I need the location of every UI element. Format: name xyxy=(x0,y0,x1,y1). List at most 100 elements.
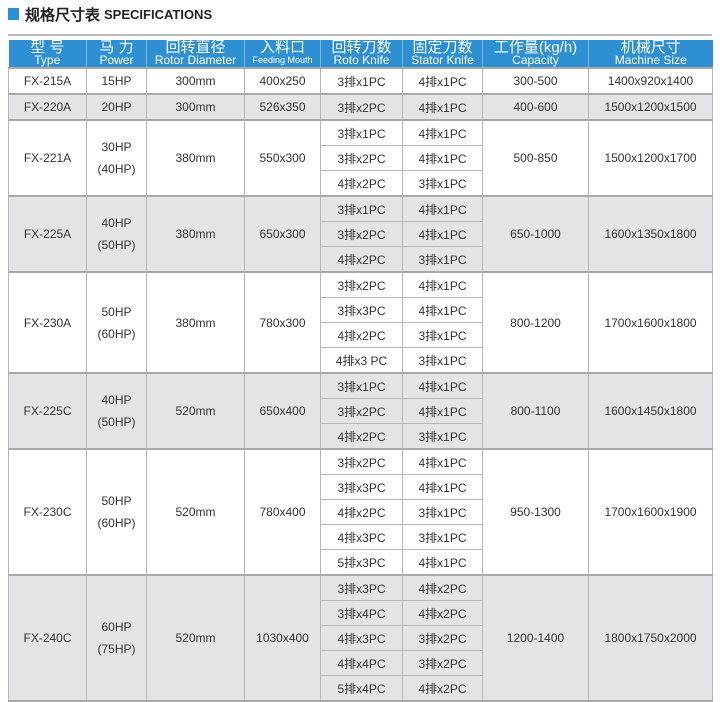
header-feeding-mouth: 入料口 Feeding Mouth xyxy=(244,38,321,68)
header-en: Rotor Diameter xyxy=(154,52,237,67)
header-row: 型 号 Type 马 力 Power 回转直径 Rotor Diameter 入料口 Feed… xyxy=(8,38,713,68)
roto-knife-cell: 3排x4PC xyxy=(320,600,403,626)
header-type: 型 号 Type xyxy=(8,38,87,68)
roto-knife-cell: 4排x2PC xyxy=(320,170,403,197)
header-cn: 马 力 xyxy=(99,38,134,56)
table-row: 4排x4PC 3排x2PC xyxy=(9,650,713,676)
header-machine-size: 机械尺寸 Machine Size xyxy=(588,38,713,68)
roto-knife-cell: 5排x3PC xyxy=(320,549,403,576)
feeding-mouth-cell: 780x400 xyxy=(244,448,321,576)
power-cell: 30HP (40HP) xyxy=(86,119,147,197)
roto-knife-cell: 4排x3 PC xyxy=(320,347,403,374)
roto-knife-cell: 3排x2PC xyxy=(320,221,403,247)
roto-knife-cell: 3排x1PC xyxy=(320,372,403,399)
stator-knife-cell: 4排x1PC xyxy=(402,67,483,95)
type-cell: FX-221A xyxy=(8,119,87,197)
roto-knife-cell: 4排x2PC xyxy=(320,246,403,273)
power-value: (50HP) xyxy=(97,415,136,429)
power-value: 50HP xyxy=(101,494,132,508)
roto-knife-cell: 3排x3PC xyxy=(320,474,403,500)
capacity-cell: 950-1300 xyxy=(482,448,589,576)
table-row: FX-225A 40HP (50HP) 380mm 650x300 3排x1PC 4排x1P… xyxy=(8,195,713,273)
rotor-diameter-cell: 300mm xyxy=(146,93,245,121)
table-row: 5排x3PC 4排x1PC xyxy=(9,549,713,576)
table-row: 3排x4PC 4排x2PC xyxy=(9,600,713,626)
table-row: FX-215A 15HP 300mm 400x250 3排x1PC 4排x1PC 300-5… xyxy=(8,67,713,95)
power-value: (50HP) xyxy=(97,238,136,252)
header-cn: 固定刀数 xyxy=(412,38,473,56)
header-cn: 机械尺寸 xyxy=(620,38,681,56)
section-title: 规格尺寸表 SPECIFICATIONS xyxy=(8,5,212,24)
feeding-mouth-cell: 650x400 xyxy=(244,372,321,450)
type-cell: FX-240C xyxy=(8,574,87,702)
power-cell: 60HP (75HP) xyxy=(86,574,147,702)
feeding-mouth-cell: 400x250 xyxy=(244,67,321,95)
stator-knife-cell: 3排x2PC xyxy=(402,625,483,651)
header-en: Machine Size xyxy=(614,52,687,67)
header-cn: 回转直径 xyxy=(165,38,226,56)
table-row: 3排x2PC 4排x1PC xyxy=(9,145,713,171)
machine-size-cell: 1600x1350x1800 xyxy=(588,195,713,273)
title-cn: 规格尺寸表 xyxy=(25,6,101,24)
roto-knife-cell: 3排x2PC xyxy=(320,93,403,121)
header-en: Power xyxy=(99,52,134,67)
stator-knife-cell: 4排x1PC xyxy=(402,93,483,121)
table-row: 4排x2PC 3排x1PC xyxy=(9,170,713,197)
roto-knife-cell: 4排x2PC xyxy=(320,423,403,450)
rotor-diameter-cell: 520mm xyxy=(146,448,245,576)
table-row: FX-230A 50HP (60HP) 380mm 780x300 3排x2PC 4排x1P… xyxy=(8,271,713,374)
header-cn: 入料口 xyxy=(259,38,305,56)
roto-knife-cell: 3排x2PC xyxy=(320,145,403,171)
power-value: 15HP xyxy=(101,74,132,88)
capacity-cell: 650-1000 xyxy=(482,195,589,273)
rotor-diameter-cell: 380mm xyxy=(146,195,245,273)
power-value: 50HP xyxy=(101,304,132,319)
stator-knife-cell: 4排x1PC xyxy=(402,372,483,399)
power-cell: 50HP (60HP) xyxy=(86,271,147,374)
table-row: 3排x3PC 4排x1PC xyxy=(9,297,713,323)
feeding-mouth-cell: 550x300 xyxy=(244,119,321,197)
header-en: Capacity xyxy=(512,52,559,67)
type-cell: FX-215A xyxy=(8,67,87,95)
model-group: FX-230A 50HP (60HP) 380mm 780x300 3排x2PC 4排x1P… xyxy=(8,271,713,374)
stator-knife-cell: 4排x1PC xyxy=(402,119,483,146)
rotor-diameter-cell: 380mm xyxy=(146,271,245,374)
header-stator-knife: 固定刀数 Stator Knife xyxy=(402,38,483,68)
header-rotor-diameter: 回转直径 Rotor Diameter xyxy=(146,38,245,68)
stator-knife-cell: 4排x2PC xyxy=(402,574,483,601)
stator-knife-cell: 4排x1PC xyxy=(402,145,483,171)
stator-knife-cell: 3排x1PC xyxy=(402,170,483,197)
type-cell: FX-230C xyxy=(8,448,87,576)
power-cell: 15HP xyxy=(86,67,147,95)
feeding-mouth-cell: 650x300 xyxy=(244,195,321,273)
stator-knife-cell: 4排x2PC xyxy=(402,600,483,626)
feeding-mouth-cell: 1030x400 xyxy=(244,574,321,702)
roto-knife-cell: 3排x1PC xyxy=(320,67,403,95)
roto-knife-cell: 5排x4PC xyxy=(320,675,403,702)
type-cell: FX-220A xyxy=(8,93,87,121)
power-cell: 20HP xyxy=(86,93,147,121)
header-cn: 型 号 xyxy=(30,38,65,56)
power-value: 20HP xyxy=(101,100,132,114)
header-en: Feeding Mouth xyxy=(252,54,313,65)
feeding-mouth-cell: 526x350 xyxy=(244,93,321,121)
stator-knife-cell: 4排x1PC xyxy=(402,297,483,323)
capacity-cell: 300-500 xyxy=(482,67,589,95)
roto-knife-cell: 3排x1PC xyxy=(320,195,403,222)
table-row: 3排x2PC 4排x1PC xyxy=(9,398,713,424)
rotor-diameter-cell: 520mm xyxy=(146,372,245,450)
square-bullet-icon xyxy=(8,8,19,20)
table-row: FX-221A 30HP (40HP) 380mm 550x300 3排x1PC 4排x1P… xyxy=(8,119,713,197)
roto-knife-cell: 3排x3PC xyxy=(320,297,403,323)
roto-knife-cell: 3排x2PC xyxy=(320,271,403,298)
stator-knife-cell: 3排x1PC xyxy=(402,246,483,273)
capacity-cell: 800-1100 xyxy=(482,372,589,450)
stator-knife-cell: 4排x1PC xyxy=(402,474,483,500)
machine-size-cell: 1700x1600x1900 xyxy=(588,448,713,576)
model-group: FX-221A 30HP (40HP) 380mm 550x300 3排x1PC 4排x1P… xyxy=(8,119,713,197)
table-row: 4排x2PC 3排x1PC xyxy=(9,246,713,273)
power-cell: 40HP (50HP) xyxy=(86,372,147,450)
stator-knife-cell: 4排x1PC xyxy=(402,195,483,222)
table-row: 4排x3PC 3排x1PC xyxy=(9,524,713,550)
model-group: FX-220A 20HP 300mm 526x350 3排x2PC 4排x1PC 400-6… xyxy=(8,93,713,121)
